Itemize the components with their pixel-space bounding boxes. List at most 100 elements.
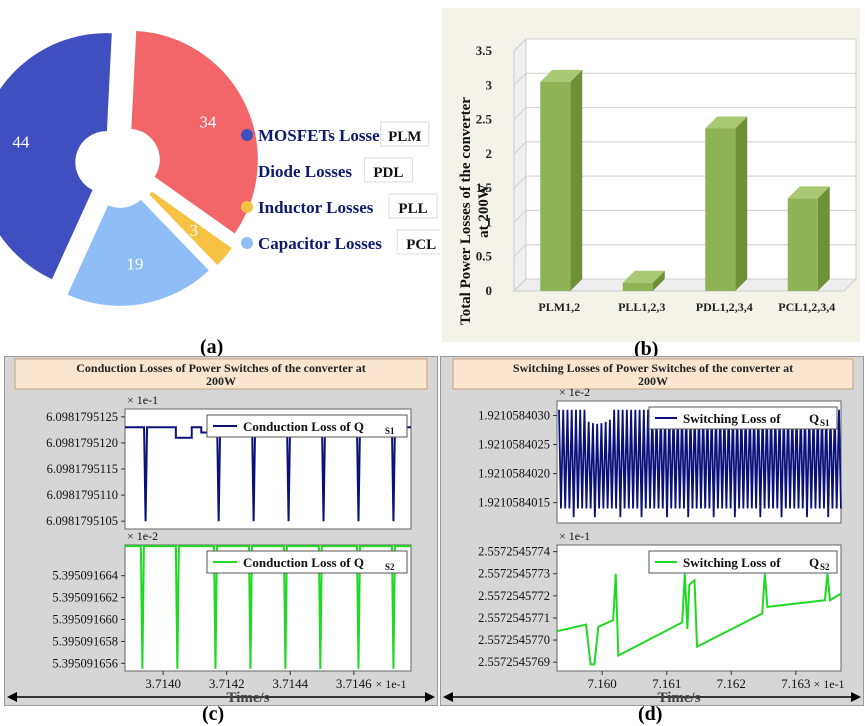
x-tick-label: 3.7142 xyxy=(209,676,245,691)
bar xyxy=(540,81,571,291)
y-tick-label: 5.395091662 xyxy=(52,591,118,605)
y-tick-label: 1.9210584020 xyxy=(478,467,550,481)
bar-top xyxy=(787,186,830,199)
y-tick-label: 2.5572545772 xyxy=(478,589,550,603)
x-multiplier: × 1e-1 xyxy=(375,677,406,691)
pie-value-label: 3 xyxy=(190,221,199,240)
legend-tag-box xyxy=(388,193,438,219)
legend-box xyxy=(648,406,838,430)
legend-marker xyxy=(241,237,253,249)
bar-side xyxy=(652,270,665,291)
legend-text: Switching Loss of xyxy=(683,411,781,426)
x-tick-label: 7.160 xyxy=(588,676,617,691)
legend-subscript: S2 xyxy=(820,562,830,572)
x-axis-label: Time/s xyxy=(226,690,269,705)
chart-title: Switching Losses of Power Switches of th… xyxy=(513,361,793,375)
y-tick-label: 2.5572545769 xyxy=(478,655,550,669)
y-tick-label: 2.5 xyxy=(476,112,493,127)
y-tick-label: 6.0981795115 xyxy=(47,462,118,476)
y-tick-label: 3 xyxy=(486,77,493,92)
x-tick-label: PLM1,2 xyxy=(538,300,580,314)
y-tick-label: 2.5572545773 xyxy=(478,567,550,581)
legend-subscript: S2 xyxy=(385,562,395,572)
x-tick-label: 7.161 xyxy=(652,676,681,691)
pie-value-label: 44 xyxy=(12,132,30,151)
x-axis-label: Time/s xyxy=(657,690,700,705)
y-tick-label: 2.5572545770 xyxy=(478,633,550,647)
pie-value-label: 19 xyxy=(126,255,143,274)
x-axis-arrow-right xyxy=(851,692,861,702)
y-multiplier: × 1e-1 xyxy=(559,529,590,543)
y-tick-label: 1.9210584015 xyxy=(478,496,550,510)
series-line xyxy=(558,409,842,518)
pie-slice xyxy=(146,188,235,268)
y-tick-label: 6.0981795125 xyxy=(46,410,118,424)
y-tick-label: 6.0981795105 xyxy=(46,514,118,528)
x-tick-label: PDL1,2,3,4 xyxy=(696,300,753,314)
y-tick-label: 0.5 xyxy=(476,249,493,264)
legend-subscript: S1 xyxy=(385,426,395,436)
y-tick-label: 1.9210584025 xyxy=(478,438,550,452)
legend-tag-box xyxy=(396,229,446,255)
y-tick-label: 2.5572545774 xyxy=(478,545,551,559)
legend-label: Diode Losses xyxy=(258,162,352,181)
x-tick-label: PLL1,2,3 xyxy=(618,300,665,314)
y-axis-label-line: Total Power Losses of the converter xyxy=(458,97,474,325)
y-tick-label: 5.395091656 xyxy=(52,656,118,670)
switching-losses-chart: Switching Losses of Power Switches of th… xyxy=(443,358,861,706)
series-line xyxy=(556,573,842,666)
legend-box xyxy=(648,550,838,574)
bar-side xyxy=(817,186,830,291)
pie-value-label: 34 xyxy=(199,112,217,131)
legend-box xyxy=(206,414,408,438)
y-tick-label: 6.0981795110 xyxy=(47,488,118,502)
x-tick-label: 7.162 xyxy=(717,676,746,691)
chart-title-box xyxy=(452,358,854,390)
legend-tag: PLM xyxy=(388,129,421,145)
y-tick-label: 1 xyxy=(486,214,493,229)
legend-text: Conduction Loss of Q xyxy=(243,555,364,570)
legend-tag: PDL xyxy=(373,165,403,181)
y-tick-label: 3.5 xyxy=(476,43,493,58)
x-multiplier: × 1e-1 xyxy=(813,677,844,691)
legend-tag: PCL xyxy=(406,237,436,253)
pie-slice xyxy=(64,197,212,308)
x-tick-label: 7.163 xyxy=(781,676,810,691)
legend-marker xyxy=(241,201,253,213)
y-tick-label: 2.5572545771 xyxy=(478,611,550,625)
y-tick-label: 0 xyxy=(486,283,493,298)
bar-side xyxy=(735,116,748,291)
label-d: (d) xyxy=(638,703,663,725)
legend-label: MOSFETs Losses xyxy=(258,126,387,145)
y-multiplier: × 1e-1 xyxy=(127,393,158,407)
y-tick-label: 1.9210584030 xyxy=(478,409,550,423)
chart-title: 200W xyxy=(638,374,668,388)
chart-title: Conduction Losses of Power Switches of t… xyxy=(76,361,366,375)
x-tick-label: 3.7140 xyxy=(145,676,181,691)
y-tick-label: 6.0981795120 xyxy=(46,436,118,450)
bar-top xyxy=(705,116,748,129)
conduction-losses-chart: Conduction Losses of Power Switches of t… xyxy=(7,358,435,706)
legend-tag-box xyxy=(363,157,413,183)
pie-slice xyxy=(129,28,260,237)
bar-top xyxy=(540,69,583,82)
y-axis-label: Total Power Losses of the converter at 20… xyxy=(458,97,492,325)
legend-tag: PLL xyxy=(398,201,427,217)
x-tick-label: 3.7144 xyxy=(272,676,308,691)
gridline xyxy=(513,72,856,86)
pie-panel: 34 3 19 44 MOSFETs Losses PLM Diode Losses PDL I… xyxy=(0,0,446,340)
bar xyxy=(622,282,653,291)
legend-marker xyxy=(241,129,253,141)
bar xyxy=(787,198,818,291)
switching-panel: Switching Losses of Power Switches of th… xyxy=(440,356,864,706)
legend-label: Capacitor Losses xyxy=(258,234,382,253)
y-multiplier: × 1e-2 xyxy=(127,529,158,543)
x-axis-arrow-left xyxy=(7,692,17,702)
chart-title-box xyxy=(14,358,428,390)
x-tick-label: PCL1,2,3,4 xyxy=(778,300,835,314)
bar-panel: 0 0.5 1 1.5 2 2.5 3 3.5 Total Power Losses of th… xyxy=(442,8,860,342)
label-a: (a) xyxy=(200,336,224,358)
bar-side xyxy=(570,69,583,291)
bar-chart: 0 0.5 1 1.5 2 2.5 3 3.5 Total Power Losses of th… xyxy=(458,37,858,325)
legend-label: Inductor Losses xyxy=(258,198,374,217)
